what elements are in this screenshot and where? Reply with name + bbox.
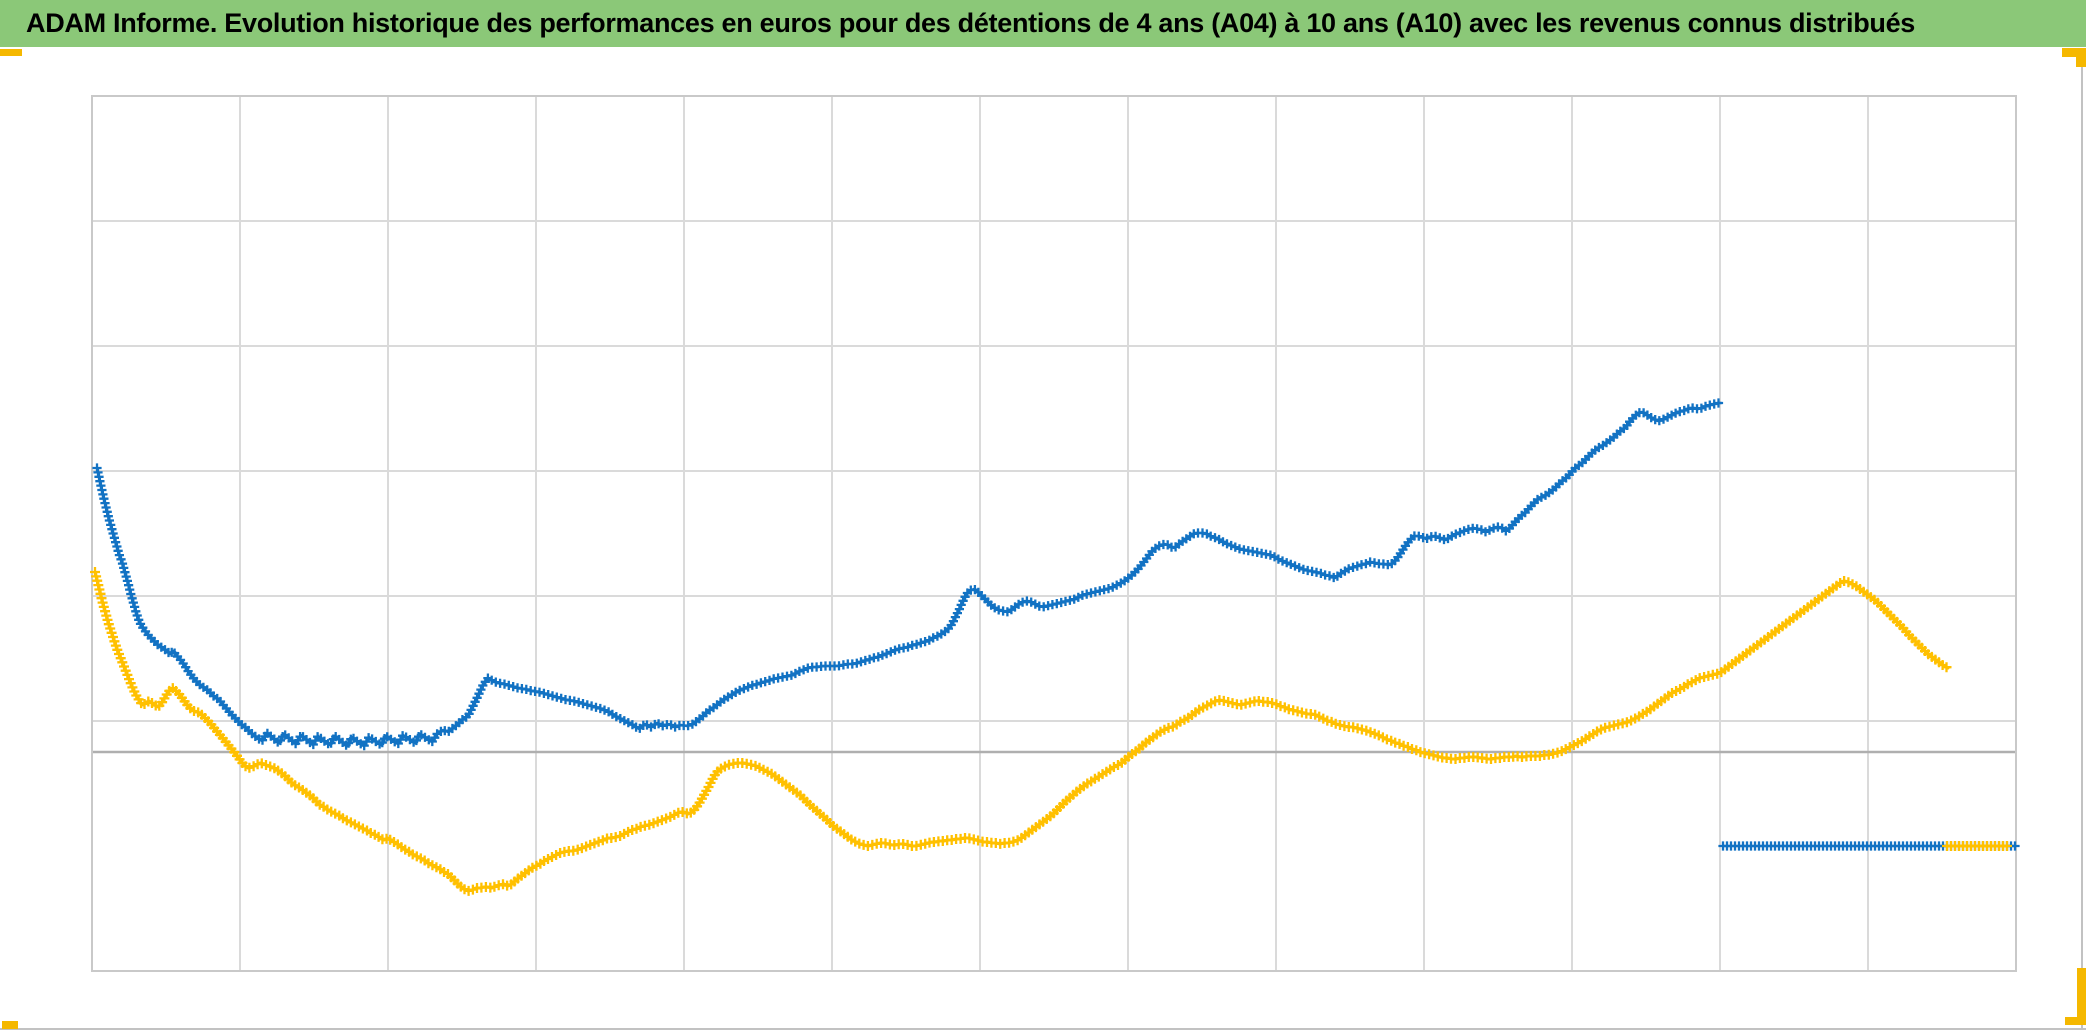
series-gold-flat-markers bbox=[1942, 841, 2012, 851]
series-gold-line bbox=[93, 570, 1950, 893]
series-gold-markers bbox=[90, 567, 1952, 896]
corner-mark-top-right bbox=[2062, 48, 2086, 57]
corner-mark-bottom-right bbox=[2065, 1017, 2086, 1025]
plot-border bbox=[91, 95, 2017, 972]
corner-mark-bottom-right bbox=[2077, 968, 2086, 1025]
series-blue-markers bbox=[92, 398, 1724, 751]
corner-mark-top-right bbox=[2076, 48, 2086, 67]
corner-mark-bottom-left bbox=[2, 1021, 18, 1029]
chart-title: ADAM Informe. Evolution historique des p… bbox=[26, 8, 1916, 38]
series-blue-line bbox=[95, 401, 1723, 748]
title-bar: ADAM Informe. Evolution historique des p… bbox=[0, 0, 2086, 47]
corner-mark-top-left bbox=[0, 49, 22, 56]
